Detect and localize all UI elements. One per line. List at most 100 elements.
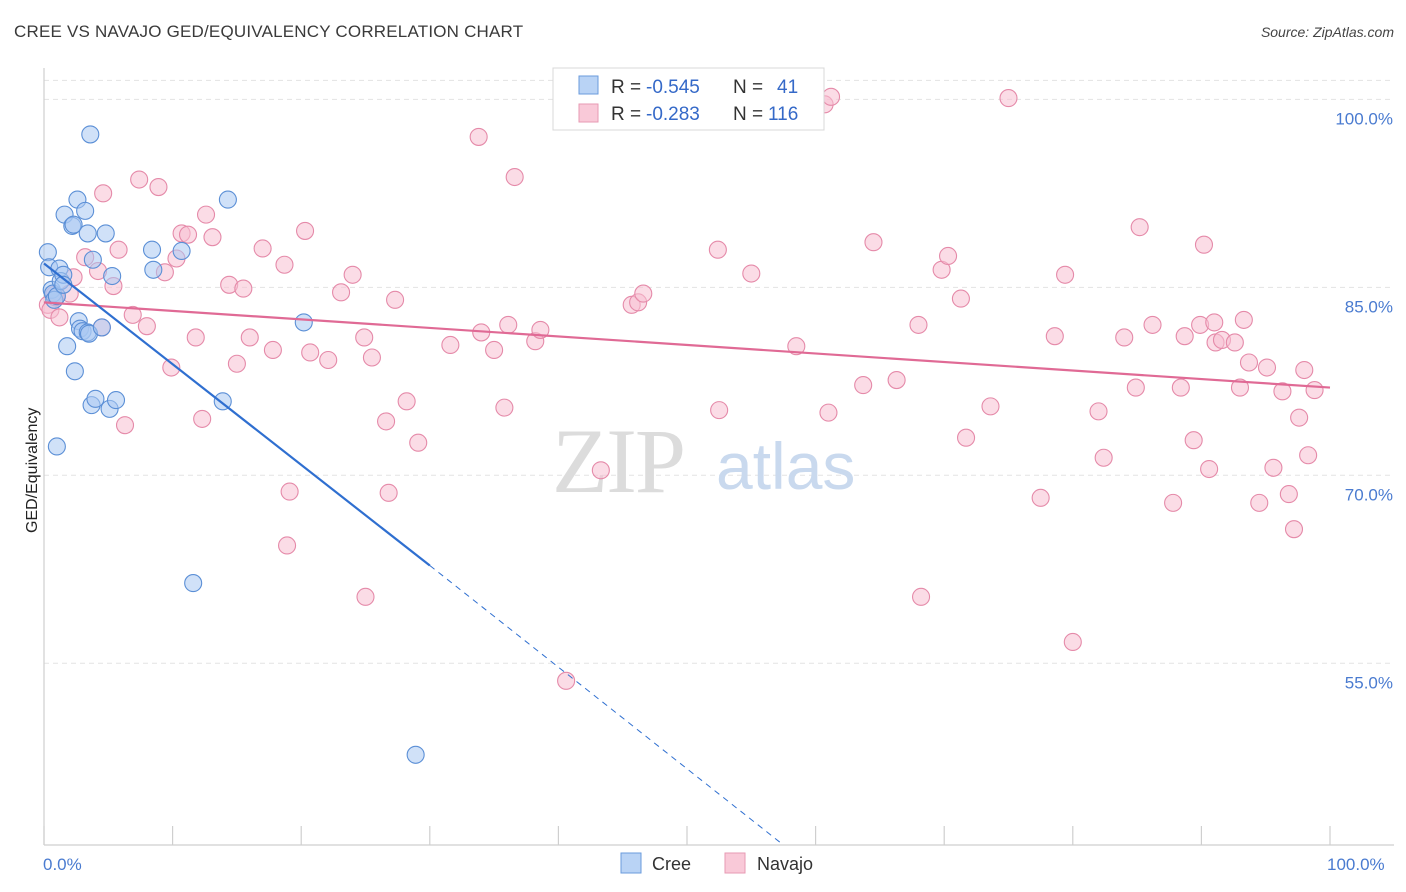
cree-point — [76, 201, 95, 220]
navajo-point — [355, 328, 374, 347]
navajo-point — [137, 317, 156, 336]
navajo-point — [957, 428, 976, 447]
navajo-point — [301, 343, 320, 362]
cree-point — [86, 389, 105, 408]
navajo-point — [319, 350, 338, 370]
y-tick-label: 70.0% — [1345, 485, 1393, 504]
navajo-point — [362, 348, 381, 367]
navajo-trend-line — [43, 301, 1331, 389]
y-tick-labels: 55.0% 70.0% 85.0% 100.0% — [1335, 109, 1393, 692]
navajo-point — [1264, 458, 1283, 477]
navajo-point — [1089, 402, 1108, 421]
cree-point — [64, 215, 83, 234]
navajo-point — [1250, 493, 1269, 512]
navajo-point — [1200, 459, 1219, 479]
navajo-point — [356, 587, 375, 606]
navajo-point — [343, 265, 362, 284]
navajo-point — [123, 305, 142, 324]
navajo-point — [377, 412, 396, 431]
navajo-point — [710, 401, 729, 420]
navajo-point — [263, 340, 282, 360]
navajo-point — [1194, 235, 1214, 254]
navajo-point — [634, 284, 653, 303]
cree-trend-extension — [429, 565, 784, 846]
navajo-points — [38, 87, 1324, 690]
cree-point — [92, 318, 111, 337]
navajo-point — [591, 461, 610, 480]
cree-point — [47, 437, 66, 456]
navajo-point — [296, 221, 315, 240]
navajo-point — [1239, 353, 1259, 372]
cree-point — [106, 391, 126, 410]
navajo-point — [1225, 333, 1244, 352]
x-tick-label-max: 100.0% — [1327, 855, 1385, 874]
cree-point — [172, 241, 191, 261]
navajo-point — [253, 239, 272, 258]
navajo-point — [1295, 360, 1314, 380]
navajo-point — [1230, 378, 1250, 397]
navajo-point — [386, 290, 405, 309]
navajo-point — [1171, 378, 1190, 397]
cree-point — [144, 260, 163, 279]
navajo-point — [1126, 378, 1145, 397]
cree-point — [65, 362, 84, 381]
cree-point — [38, 243, 57, 262]
y-tick-label: 100.0% — [1335, 109, 1393, 128]
bottom-legend-swatch-cree — [620, 852, 642, 874]
bottom-legend-cree: Cree — [652, 854, 691, 874]
legend-swatch-cree — [578, 75, 599, 95]
cree-point — [218, 190, 237, 209]
legend-navajo-n-value: 116 — [768, 104, 798, 125]
navajo-point — [951, 289, 970, 308]
y-tick-label: 55.0% — [1345, 673, 1393, 692]
navajo-point — [505, 167, 524, 187]
navajo-point — [1130, 218, 1149, 237]
navajo-point — [193, 409, 212, 428]
navajo-point — [557, 671, 576, 690]
navajo-point — [1205, 313, 1224, 332]
navajo-point — [981, 397, 1000, 416]
navajo-point — [1290, 408, 1309, 427]
cree-point — [96, 224, 115, 243]
navajo-point — [887, 371, 906, 390]
bottom-legend-navajo: Navajo — [757, 854, 813, 874]
navajo-point — [819, 403, 838, 422]
y-axis-label: GED/Equivalency — [24, 408, 41, 533]
navajo-point — [115, 416, 135, 435]
axes — [43, 68, 1394, 846]
navajo-point — [1175, 327, 1194, 346]
navajo-point — [397, 392, 416, 411]
navajo-point — [1284, 520, 1304, 539]
watermark-zip: ZIP — [552, 410, 684, 512]
navajo-point — [196, 205, 216, 224]
cree-point — [406, 745, 425, 764]
navajo-point — [1234, 310, 1253, 329]
navajo-point — [1305, 381, 1324, 400]
navajo-point — [1273, 382, 1292, 401]
navajo-point — [280, 482, 299, 501]
legend-navajo-n-label: N = — [733, 104, 763, 125]
navajo-point — [409, 433, 428, 452]
y-tick-label: 85.0% — [1345, 297, 1393, 316]
navajo-point — [1299, 446, 1318, 465]
legend-cree-r-value: -0.545 — [646, 77, 700, 98]
navajo-point — [1045, 327, 1064, 346]
cree-point — [83, 250, 102, 269]
navajo-point — [1257, 358, 1277, 377]
bottom-legend-swatch-navajo — [724, 852, 746, 874]
navajo-point — [379, 483, 398, 502]
navajo-point — [178, 225, 198, 244]
legend-navajo-r-label: R = — [611, 104, 641, 125]
navajo-point — [149, 178, 168, 197]
bottom-legend: Cree Navajo — [620, 852, 813, 874]
watermark: ZIP atlas — [552, 410, 855, 512]
navajo-point — [499, 315, 518, 334]
cree-trend-line — [43, 262, 431, 567]
grid-lines — [44, 79, 1394, 664]
navajo-point — [787, 337, 806, 356]
navajo-point — [1184, 431, 1203, 450]
navajo-point — [130, 170, 149, 189]
navajo-point — [1031, 488, 1050, 507]
legend-cree-n-value: 41 — [777, 77, 798, 98]
navajo-point — [1094, 448, 1113, 467]
